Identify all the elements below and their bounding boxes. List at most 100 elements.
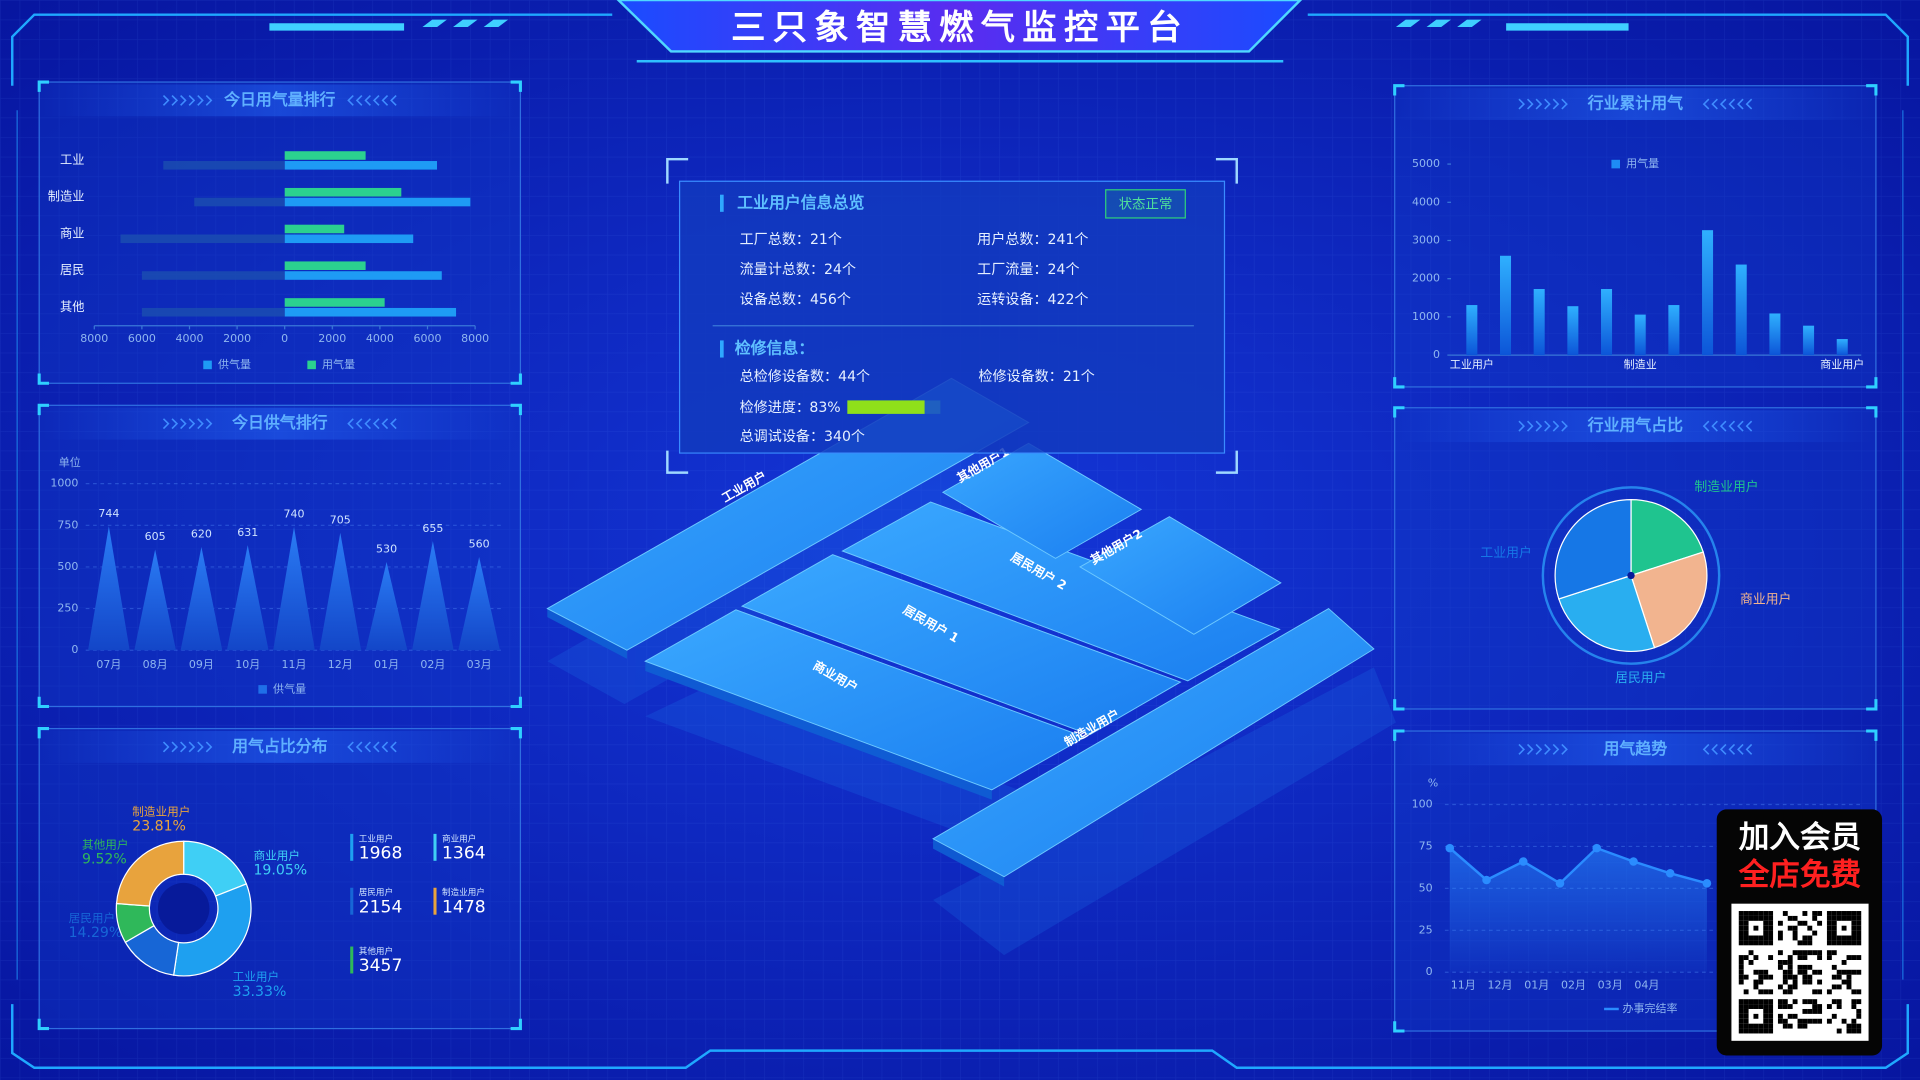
y-tick-label: 1000 bbox=[50, 477, 78, 490]
qr-cell bbox=[1802, 955, 1808, 960]
pie-slice bbox=[1630, 551, 1708, 649]
data-label: 530 bbox=[376, 543, 397, 556]
qr-cell bbox=[1802, 974, 1808, 980]
stat-marker bbox=[433, 887, 437, 915]
qr-cell bbox=[1841, 935, 1847, 941]
qr-cell bbox=[1782, 974, 1788, 980]
qr-cell bbox=[1763, 1013, 1769, 1019]
qr-cell bbox=[1768, 911, 1774, 916]
qr-cell bbox=[1792, 930, 1798, 936]
qr-cell bbox=[1758, 989, 1764, 995]
qr-cell bbox=[1831, 984, 1837, 990]
qr-cell bbox=[1797, 964, 1803, 970]
qr-cell bbox=[1743, 999, 1749, 1005]
slice-label: 居民用户 bbox=[69, 911, 116, 925]
qr-cell bbox=[1743, 1018, 1749, 1024]
x-tick-label: 12月 bbox=[328, 658, 353, 671]
panel-chevrons bbox=[1518, 743, 1753, 755]
qr-cell bbox=[1841, 969, 1847, 975]
legend-label: 用气量 bbox=[1626, 156, 1659, 170]
overview-item: 用户总数：241个 bbox=[977, 231, 1088, 248]
panel-corners bbox=[1393, 84, 1878, 389]
qr-cell bbox=[1856, 930, 1862, 936]
qr-cell bbox=[1836, 974, 1842, 980]
qr-cell bbox=[1797, 950, 1803, 956]
data-label: 744 bbox=[98, 507, 119, 520]
bar bbox=[1668, 305, 1680, 356]
x-tick-label: 03月 bbox=[1598, 979, 1623, 992]
x-tick-label: 8000 bbox=[461, 332, 489, 345]
qr-cell bbox=[1758, 935, 1764, 941]
panel-corners bbox=[37, 80, 522, 385]
debug-count: 总调试设备：340个 bbox=[740, 428, 865, 445]
panel-title: 用气趋势 bbox=[1603, 739, 1667, 758]
qr-cell bbox=[1812, 915, 1818, 921]
slice-label: 工业用户 bbox=[233, 970, 280, 984]
qr-cell bbox=[1812, 911, 1818, 916]
qr-cell bbox=[1763, 1023, 1769, 1029]
donut-hole bbox=[157, 882, 210, 935]
qr-cell bbox=[1763, 999, 1769, 1005]
overview-item: 工厂总数：21个 bbox=[740, 232, 842, 248]
qr-cell bbox=[1758, 1023, 1764, 1029]
qr-cell bbox=[1748, 1028, 1754, 1034]
bar bbox=[284, 187, 402, 197]
qr-cell bbox=[1792, 979, 1798, 985]
x-tick-label: 4000 bbox=[175, 332, 203, 345]
qr-cell bbox=[1797, 1018, 1803, 1024]
y-tick-label: 75 bbox=[1419, 839, 1433, 852]
slice-value: 14.29% bbox=[69, 925, 123, 941]
panel-title: 今日供气排行 bbox=[231, 413, 328, 432]
qr-cell bbox=[1802, 920, 1808, 926]
qr-cell bbox=[1763, 935, 1769, 941]
qr-cell bbox=[1851, 969, 1857, 975]
qr-cell bbox=[1826, 955, 1832, 960]
slice-value: 9.52% bbox=[82, 852, 127, 868]
promo-line1: 加入会员 bbox=[1739, 820, 1861, 855]
qr-cell bbox=[1753, 979, 1759, 985]
maintenance-title: 检修信息： bbox=[735, 338, 815, 357]
bar bbox=[194, 197, 285, 207]
x-tick-label: 09月 bbox=[189, 658, 214, 671]
progress-value: 83% bbox=[809, 400, 840, 416]
qr-cell bbox=[1797, 920, 1803, 926]
qr-cell bbox=[1797, 955, 1803, 960]
qr-cell bbox=[1807, 999, 1813, 1005]
qr-cell bbox=[1763, 911, 1769, 916]
qr-cell bbox=[1836, 915, 1842, 921]
qr-cell bbox=[1831, 950, 1837, 956]
qr-cell bbox=[1768, 915, 1774, 921]
promo-overlay: 加入会员 全店免费 bbox=[1716, 809, 1883, 1056]
stat-label: 制造业用户 bbox=[442, 886, 485, 898]
qr-cell bbox=[1748, 935, 1754, 941]
qr-cell bbox=[1768, 999, 1774, 1005]
qr-cell bbox=[1738, 955, 1744, 960]
progress-label: 检修进度： bbox=[740, 400, 810, 416]
qr-cell bbox=[1802, 911, 1808, 916]
stat-marker bbox=[350, 946, 354, 974]
pie-slice bbox=[1558, 574, 1656, 652]
qr-cell bbox=[1743, 1028, 1749, 1034]
qr-cell bbox=[1777, 950, 1783, 956]
stat-value: 3457 bbox=[359, 956, 403, 976]
qr-cell bbox=[1807, 979, 1813, 985]
stat-value: 1478 bbox=[442, 897, 486, 917]
panel-title-bar bbox=[41, 731, 518, 763]
y-tick-label: 2000 bbox=[1412, 272, 1440, 285]
peak bbox=[226, 545, 269, 651]
overview-item: 流量计总数：24个 bbox=[740, 262, 856, 278]
qr-cell bbox=[1826, 925, 1832, 931]
line-point bbox=[1665, 868, 1675, 878]
qr-cell bbox=[1826, 920, 1832, 926]
qr-cell bbox=[1851, 935, 1857, 941]
qr-cell bbox=[1738, 1008, 1744, 1014]
qr-cell bbox=[1758, 1004, 1764, 1009]
x-tick-label: 01月 bbox=[374, 658, 399, 671]
peak bbox=[458, 556, 500, 651]
qr-cell bbox=[1856, 925, 1862, 931]
x-tick-label: 0 bbox=[281, 332, 288, 345]
qr-cell bbox=[1743, 989, 1749, 995]
y-tick-label: 其他 bbox=[60, 300, 84, 314]
y-tick-label: 工业 bbox=[60, 153, 84, 167]
